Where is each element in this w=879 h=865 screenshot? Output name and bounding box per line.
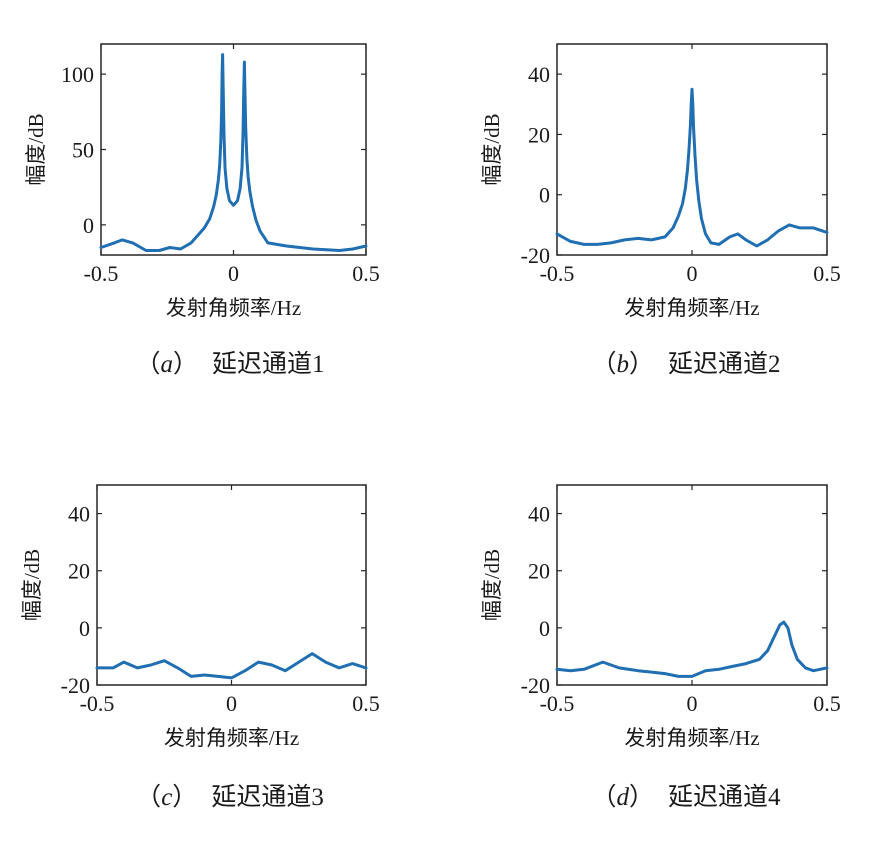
- x-axis-label: 发射角频率/Hz: [624, 296, 759, 320]
- caption-paren-open: （: [136, 783, 161, 811]
- x-axis-label: 发射角频率/Hz: [624, 726, 759, 750]
- caption-text: 延迟通道2: [668, 350, 781, 378]
- x-tick-label: 0.5: [352, 691, 380, 716]
- y-tick-label: 40: [528, 62, 550, 87]
- panel-caption: （c） 延迟通道3: [136, 783, 324, 811]
- x-tick-label: 0: [687, 261, 698, 286]
- chart-panel-a: -0.5 0 0.5 0 50 100 发射角频率/Hz 幅度/dB （a） 延迟通道1: [24, 43, 380, 378]
- panel-caption: （d） 延迟通道4: [591, 783, 781, 811]
- y-axis-label: 幅度/dB: [480, 113, 504, 185]
- plot-frame: [100, 43, 367, 256]
- x-tick-label: 0: [687, 691, 698, 716]
- caption-text: 延迟通道4: [668, 783, 781, 811]
- x-tick-label: 0.5: [352, 261, 380, 286]
- caption-paren-open: （: [591, 783, 616, 811]
- x-tick-label: -0.5: [540, 261, 575, 286]
- caption-paren-close: ）: [172, 783, 197, 811]
- caption-paren-close: ）: [173, 350, 198, 378]
- y-tick-label: 40: [528, 502, 550, 527]
- y-tick-label: 20: [528, 122, 550, 147]
- series-line: [555, 87, 829, 248]
- chart-panel-b: -0.5 0 0.5 -20 0 20 40 发射角频率/Hz 幅度/dB （b） 延迟通道2: [480, 43, 841, 378]
- x-tick-label: 0.5: [813, 261, 841, 286]
- chart-panel-d: -0.5 0 0.5 -20 0 20 40 发射角频率/Hz 幅度/dB （d） 延迟通道4: [480, 484, 841, 811]
- plot-frame: [556, 43, 828, 256]
- caption-paren-open: （: [591, 350, 616, 378]
- y-axis-label: 幅度/dB: [20, 549, 44, 621]
- caption-letter: b: [616, 351, 629, 378]
- x-tick-label: -0.5: [540, 691, 575, 716]
- x-tick-label: 0.5: [813, 691, 841, 716]
- x-axis-label: 发射角频率/Hz: [164, 726, 299, 750]
- x-tick-label: 0: [226, 691, 237, 716]
- y-tick-label: -20: [521, 673, 550, 698]
- y-tick-label: -20: [61, 673, 90, 698]
- y-tick-label: -20: [521, 243, 550, 268]
- caption-text: 延迟通道3: [211, 783, 324, 811]
- y-tick-label: 20: [528, 559, 550, 584]
- caption-paren-close: ）: [629, 350, 654, 378]
- panel-caption: （b） 延迟通道2: [591, 350, 780, 378]
- caption-text: 延迟通道1: [212, 350, 325, 378]
- panel-caption: （a） 延迟通道1: [135, 350, 324, 378]
- caption-paren-open: （: [135, 350, 160, 378]
- x-tick-label: -0.5: [84, 261, 119, 286]
- x-tick-label: 0: [228, 261, 239, 286]
- y-tick-label: 0: [539, 616, 550, 641]
- y-tick-label: 50: [72, 138, 94, 163]
- series-line: [99, 53, 368, 252]
- plot-frame: [556, 484, 828, 686]
- y-axis-label: 幅度/dB: [24, 113, 48, 185]
- y-tick-label: 0: [79, 616, 90, 641]
- caption-letter: c: [161, 784, 172, 811]
- y-tick-label: 0: [83, 213, 94, 238]
- series-line: [555, 620, 829, 678]
- y-tick-label: 100: [61, 62, 94, 87]
- series-line: [95, 652, 368, 680]
- y-axis-label: 幅度/dB: [480, 549, 504, 621]
- y-tick-label: 20: [68, 559, 90, 584]
- x-tick-label: -0.5: [80, 691, 115, 716]
- plot-frame: [96, 484, 367, 686]
- caption-letter: a: [160, 351, 173, 378]
- caption-paren-close: ）: [629, 783, 654, 811]
- y-tick-label: 0: [539, 183, 550, 208]
- chart-panel-c: -0.5 0 0.5 -20 0 20 40 发射角频率/Hz 幅度/dB （c） 延迟通道3: [20, 484, 380, 811]
- caption-letter: d: [616, 784, 629, 811]
- x-axis-label: 发射角频率/Hz: [166, 296, 301, 320]
- y-tick-label: 40: [68, 502, 90, 527]
